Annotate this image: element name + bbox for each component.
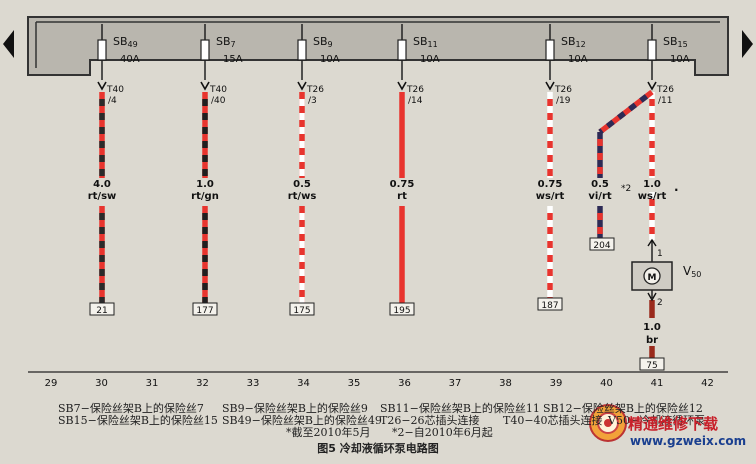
- connector-arrow-icon: [97, 81, 107, 91]
- grid-number: 29: [45, 378, 58, 389]
- connector-name: T40: [106, 85, 124, 95]
- connector-arrow-icon: [647, 81, 657, 91]
- fuse-rating: 10A: [568, 54, 588, 65]
- connector-arrow-icon: [545, 81, 555, 91]
- caption-sb7: SB7−保险丝架B上的保险丝7: [58, 402, 204, 415]
- watermark-text: 精通维修下载: [628, 415, 719, 433]
- grid-number: 34: [297, 378, 310, 389]
- svg-text:187: 187: [541, 301, 558, 311]
- connector-arrow-icon: [397, 81, 407, 91]
- connector-arrow-icon: [297, 81, 307, 91]
- caption-v50: V50−冷却液循环泵: [608, 414, 706, 427]
- left-nav-arrow-icon[interactable]: [3, 30, 14, 58]
- grid-number: 32: [196, 378, 209, 389]
- watermark-logo: [589, 404, 627, 442]
- caption-sb49: SB49−保险丝架B上的保险丝49: [222, 414, 382, 427]
- grid-number: 35: [348, 378, 361, 389]
- connector-pin: /11: [658, 96, 672, 106]
- wire-size: 0.5: [293, 179, 311, 190]
- pin-arrow-icon: [647, 238, 657, 247]
- connector-pin: /40: [211, 96, 226, 106]
- svg-text:204: 204: [593, 241, 610, 251]
- grid-number: 30: [95, 378, 108, 389]
- caption-sb11: SB11−保险丝架B上的保险丝11: [380, 402, 540, 415]
- grid-number: 33: [247, 378, 260, 389]
- grid-number: 40: [600, 378, 613, 389]
- fuse-rating: 15A: [223, 54, 243, 65]
- wire-size: 1.0: [643, 322, 661, 333]
- caption-note-until: *截至2010年5月: [286, 426, 371, 439]
- note-mark-dot: .: [674, 180, 679, 194]
- motor-icon: [643, 267, 661, 285]
- right-nav-arrow-icon[interactable]: [742, 30, 753, 58]
- connector-name: T26: [306, 85, 324, 95]
- pin-label: 1: [657, 249, 663, 259]
- caption-t26: T26−26芯插头连接: [380, 414, 480, 427]
- caption-sb15: SB15−保险丝架B上的保险丝15: [58, 414, 218, 427]
- fuse-box-housing: [27, 16, 729, 76]
- ref-box-21: 21: [89, 302, 115, 316]
- grid-number: 42: [701, 378, 714, 389]
- ref-box-187: 187: [537, 297, 563, 311]
- connector-pin: /3: [308, 96, 317, 106]
- pin-arrow-icon: [647, 292, 657, 302]
- ref-box-75: 75: [639, 357, 665, 371]
- wire-size: 0.75: [538, 179, 563, 190]
- connector-pin: /19: [556, 96, 571, 106]
- grid-number: 39: [550, 378, 563, 389]
- svg-text:75: 75: [646, 361, 657, 371]
- wire-color-code: vi/rt: [588, 191, 612, 202]
- grid-number: 41: [651, 378, 664, 389]
- fuse-rating: 10A: [320, 54, 340, 65]
- pin-label: 2: [657, 298, 663, 308]
- wire-size: 0.5: [591, 179, 609, 190]
- caption-note-from: *2−自2010年6月起: [392, 426, 493, 439]
- wire-color-code: rt: [397, 191, 407, 202]
- ref-box-177: 177: [192, 302, 218, 316]
- ref-box-195: 195: [389, 302, 415, 316]
- grid-number: 31: [146, 378, 159, 389]
- watermark-url: www.gzweix.com: [630, 434, 747, 448]
- connector-pin: /4: [108, 96, 117, 106]
- caption-sb9: SB9−保险丝架B上的保险丝9: [222, 402, 368, 415]
- caption-sb12: SB12−保险丝架B上的保险丝12: [543, 402, 703, 415]
- caption-t40: T40−40芯插头连接: [503, 414, 603, 427]
- wire-color-code: br: [646, 335, 658, 346]
- wire-color-code: ws/rt: [638, 191, 667, 202]
- svg-text:195: 195: [393, 306, 410, 316]
- wire-color-code: rt/sw: [88, 191, 117, 202]
- fuse-rating: 10A: [420, 54, 440, 65]
- connector-name: T26: [656, 85, 674, 95]
- wire-size: 4.0: [93, 179, 111, 190]
- wire-size: 0.75: [390, 179, 415, 190]
- wire-color-code: rt/ws: [288, 191, 317, 202]
- connector-name: T26: [406, 85, 424, 95]
- svg-text:177: 177: [196, 306, 213, 316]
- connector-name: T40: [209, 85, 227, 95]
- grid-number: 38: [499, 378, 512, 389]
- ref-box-175: 175: [289, 302, 315, 316]
- wire-color-code: rt/gn: [191, 191, 219, 202]
- grid-number: 37: [449, 378, 462, 389]
- svg-text:175: 175: [293, 306, 310, 316]
- connector-arrow-icon: [200, 81, 210, 91]
- fuse-rating: 40A: [120, 54, 140, 65]
- grid-number: 36: [398, 378, 411, 389]
- connector-pin: /14: [408, 96, 423, 106]
- motor-symbol: M: [648, 273, 657, 283]
- wire-size: 1.0: [196, 179, 214, 190]
- svg-text:21: 21: [96, 306, 107, 316]
- connector-name: T26: [554, 85, 572, 95]
- note-mark-2: *2: [621, 184, 631, 194]
- wire-size: 1.0: [643, 179, 661, 190]
- wire-diagonal: [598, 89, 654, 135]
- wire-color-code: ws/rt: [536, 191, 565, 202]
- ref-box-204: 204: [589, 237, 615, 251]
- diagram-title: 图5 冷却液循环泵电路图: [317, 442, 439, 455]
- fuse-rating: 10A: [670, 54, 690, 65]
